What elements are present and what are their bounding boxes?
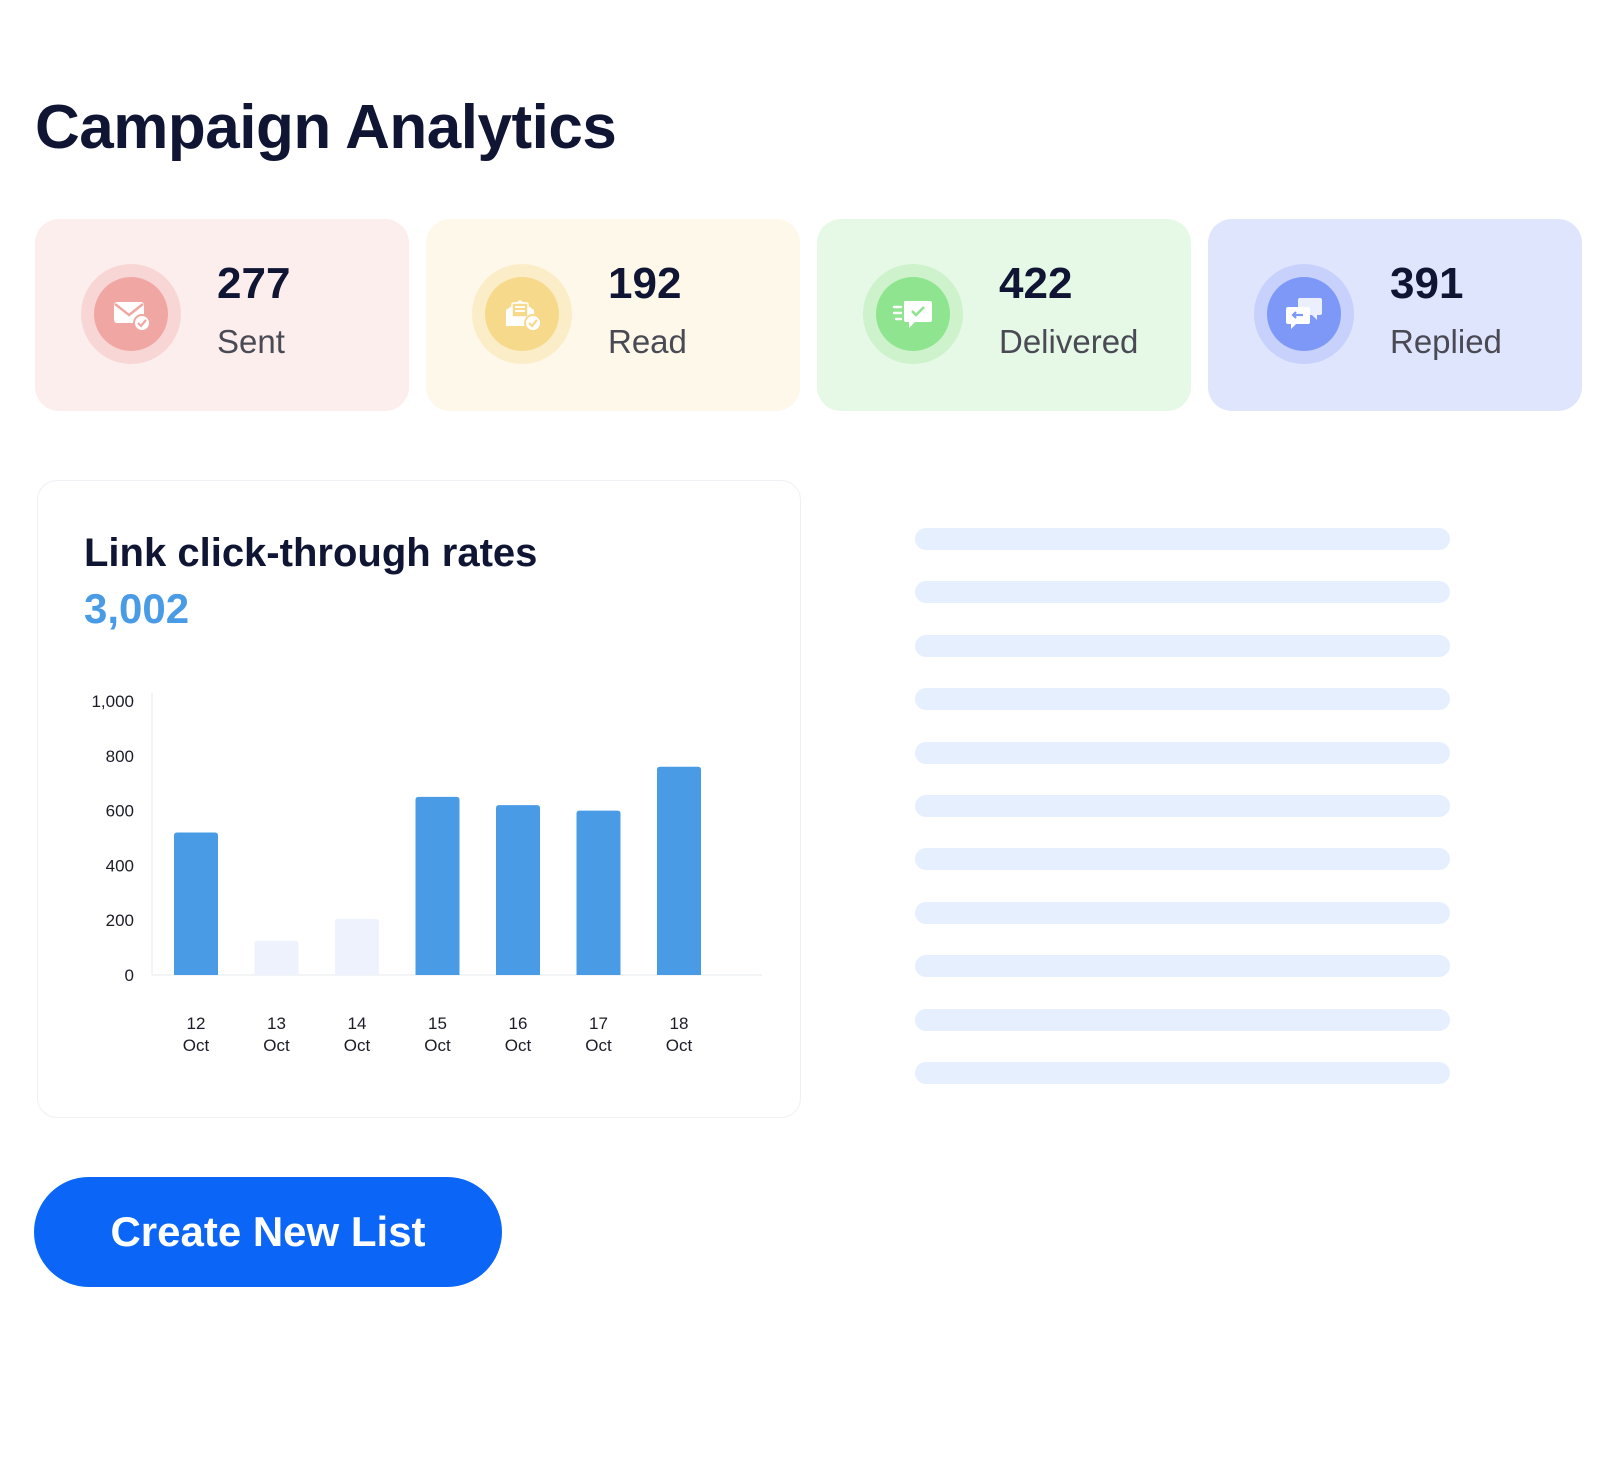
stat-icon-ring	[472, 264, 572, 364]
mail-check-icon	[94, 277, 168, 351]
stat-card-replied: 391 Replied	[1208, 219, 1582, 411]
x-tick-label: 12	[187, 1014, 206, 1033]
stat-icon-ring	[1254, 264, 1354, 364]
placeholder-line	[915, 1062, 1450, 1084]
y-tick-label: 200	[106, 911, 134, 930]
y-tick-label: 800	[106, 747, 134, 766]
x-tick-label: Oct	[263, 1036, 290, 1055]
click-through-chart-card: Link click-through rates 3,002 0 200 400 60…	[37, 480, 801, 1118]
y-tick-label: 400	[106, 856, 134, 875]
placeholder-line	[915, 528, 1450, 550]
chart-total: 3,002	[84, 585, 190, 632]
stat-card-sent: 277 Sent	[35, 219, 409, 411]
placeholder-line	[915, 955, 1450, 978]
x-tick-label: 16	[509, 1014, 528, 1033]
bar[interactable]	[174, 832, 218, 975]
y-tick-label: 0	[125, 966, 134, 985]
bar[interactable]	[496, 805, 540, 975]
bar[interactable]	[576, 810, 621, 975]
stat-card-read: 192 Read	[426, 219, 800, 411]
x-tick-label: 17	[589, 1014, 608, 1033]
placeholder-line	[915, 741, 1450, 764]
stats-row: 277 Sent 192 Read	[35, 219, 1585, 411]
stat-value: 422	[999, 259, 1073, 308]
chat-check-icon	[876, 277, 950, 351]
placeholder-line	[915, 581, 1450, 604]
chat-reply-icon	[1267, 277, 1341, 351]
bar[interactable]	[254, 940, 299, 975]
placeholder-line	[915, 688, 1450, 711]
chart-title: Link click-through rates	[84, 531, 538, 575]
bar[interactable]	[415, 796, 460, 975]
stat-value: 277	[217, 259, 291, 308]
open-envelope-icon	[485, 277, 559, 351]
stat-label: Replied	[1390, 323, 1502, 360]
bar-chart: 0 200 400 600 800 1,000 12 Oct 13 Oct 14 Oct 15 Oct 16…	[91, 692, 762, 1055]
stat-value: 192	[608, 259, 682, 308]
create-new-list-button[interactable]: Create New List	[34, 1177, 502, 1287]
stat-label: Read	[608, 323, 687, 360]
x-tick-label: Oct	[424, 1036, 451, 1055]
bar[interactable]	[335, 918, 379, 975]
placeholder-line	[915, 634, 1450, 657]
stat-card-delivered: 422 Delivered	[817, 219, 1191, 411]
stat-label: Delivered	[999, 323, 1139, 360]
placeholder-line	[915, 848, 1450, 871]
x-tick-label: Oct	[344, 1036, 371, 1055]
page-title: Campaign Analytics	[35, 93, 617, 162]
x-tick-label: Oct	[505, 1036, 532, 1055]
x-tick-label: Oct	[585, 1036, 612, 1055]
stat-icon-ring	[81, 264, 181, 364]
y-tick-label: 600	[106, 802, 134, 821]
placeholder-line	[915, 1008, 1450, 1031]
x-tick-label: 14	[348, 1014, 367, 1033]
stat-label: Sent	[217, 323, 285, 360]
y-tick-label: 1,000	[91, 692, 134, 711]
x-tick-label: Oct	[183, 1036, 210, 1055]
stat-icon-ring	[863, 264, 963, 364]
x-tick-label: 13	[267, 1014, 286, 1033]
placeholder-line	[915, 901, 1450, 924]
bar[interactable]	[657, 766, 701, 975]
x-tick-label: 18	[670, 1014, 689, 1033]
stat-value: 391	[1390, 259, 1464, 308]
placeholder-line	[915, 795, 1450, 817]
x-tick-label: Oct	[666, 1036, 693, 1055]
x-tick-label: 15	[428, 1014, 447, 1033]
